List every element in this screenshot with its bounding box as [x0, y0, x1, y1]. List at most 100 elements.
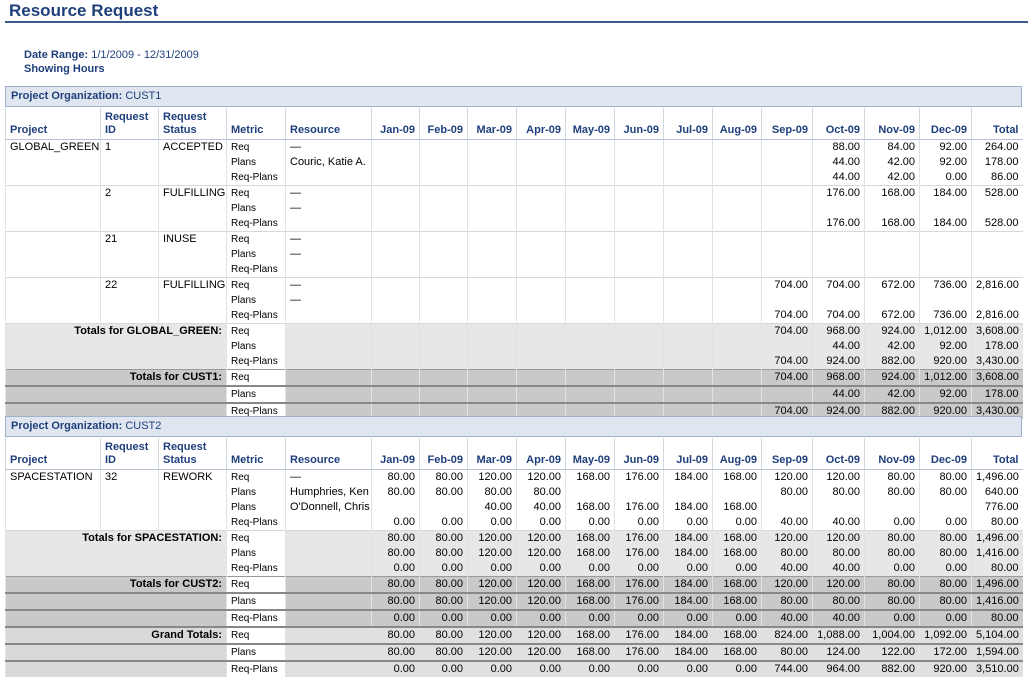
org-label: Project Organization: [11, 90, 123, 102]
org-totals-label: Totals for CUST1: [5, 369, 227, 386]
col-request-status[interactable]: Request Status [158, 108, 227, 140]
value-cell: 0.00 [419, 660, 468, 677]
col-month[interactable]: Jun-09 [614, 438, 664, 470]
value-cell [712, 262, 762, 278]
value-cell: 122.00 [864, 643, 920, 661]
value-cell [663, 262, 713, 278]
value-cell: 0.00 [663, 609, 713, 627]
col-request-id[interactable]: Request ID [100, 108, 159, 140]
col-metric[interactable]: Metric [226, 108, 286, 140]
resource-cell: — [285, 247, 372, 262]
col-month[interactable]: Jan-09 [371, 438, 420, 470]
resource-cell [285, 339, 372, 354]
col-month[interactable]: Nov-09 [864, 438, 920, 470]
col-month[interactable]: Jun-09 [614, 108, 664, 140]
value-cell [565, 139, 615, 155]
value-cell [614, 308, 664, 324]
request-id-cell [100, 262, 159, 278]
value-cell [864, 293, 920, 308]
value-cell: 1,004.00 [864, 626, 920, 644]
request-status-cell [158, 155, 227, 170]
value-cell: 924.00 [812, 354, 865, 370]
value-cell [467, 354, 517, 370]
value-cell [864, 201, 920, 216]
col-month[interactable]: Jan-09 [371, 108, 420, 140]
col-month[interactable]: Sep-09 [761, 438, 813, 470]
value-cell: 80.00 [419, 469, 468, 485]
metric-cell: Req [226, 277, 286, 293]
col-project[interactable]: Project [5, 108, 101, 140]
value-cell: 528.00 [971, 185, 1023, 201]
col-month[interactable]: Jul-09 [663, 438, 713, 470]
value-cell: 120.00 [516, 530, 566, 546]
value-cell: 176.00 [812, 216, 865, 232]
value-cell [419, 262, 468, 278]
value-cell [467, 262, 517, 278]
request-id-cell[interactable]: 2 [100, 185, 159, 201]
value-cell: 80.00 [919, 592, 972, 610]
value-cell: 1,012.00 [919, 369, 972, 386]
col-month[interactable]: Mar-09 [467, 438, 517, 470]
value-cell: 80.00 [761, 643, 813, 661]
request-id-cell[interactable]: 1 [100, 139, 159, 155]
col-month[interactable]: Sep-09 [761, 108, 813, 140]
resource-cell [285, 354, 372, 370]
col-month[interactable]: Oct-09 [812, 438, 865, 470]
col-resource[interactable]: Resource [285, 438, 372, 470]
value-cell: 184.00 [663, 626, 713, 644]
resource-cell [285, 643, 372, 661]
col-request-status[interactable]: Request Status [158, 438, 227, 470]
col-resource[interactable]: Resource [285, 108, 372, 140]
value-cell [663, 247, 713, 262]
metric-cell: Req [226, 369, 286, 386]
column-header-row: Project Request ID Request Status Metric Res… [5, 438, 1023, 470]
col-month[interactable]: Apr-09 [516, 108, 566, 140]
col-month[interactable]: Aug-09 [712, 108, 762, 140]
value-cell: 0.00 [467, 515, 517, 531]
value-cell: 80.00 [864, 546, 920, 561]
value-cell: 0.00 [419, 561, 468, 577]
col-month[interactable]: Feb-09 [419, 108, 468, 140]
value-cell: 2,816.00 [971, 277, 1023, 293]
date-range: Date Range: 1/1/2009 - 12/31/2009 [24, 48, 199, 62]
value-cell [663, 385, 713, 403]
value-cell: 704.00 [761, 308, 813, 324]
col-month[interactable]: Mar-09 [467, 108, 517, 140]
request-id-cell[interactable]: 21 [100, 231, 159, 247]
value-cell [761, 201, 813, 216]
col-month[interactable]: Apr-09 [516, 438, 566, 470]
request-id-cell[interactable]: 22 [100, 277, 159, 293]
value-cell: 0.00 [663, 515, 713, 531]
col-metric[interactable]: Metric [226, 438, 286, 470]
value-cell: 168.00 [565, 469, 615, 485]
col-month[interactable]: May-09 [565, 108, 615, 140]
col-month[interactable]: May-09 [565, 438, 615, 470]
col-project[interactable]: Project [5, 438, 101, 470]
col-month[interactable]: Dec-09 [919, 438, 972, 470]
project-cell [5, 170, 101, 186]
request-id-cell[interactable]: 32 [100, 469, 159, 485]
value-cell [761, 185, 813, 201]
col-request-id[interactable]: Request ID [100, 438, 159, 470]
col-month[interactable]: Dec-09 [919, 108, 972, 140]
value-cell [712, 139, 762, 155]
grand-totals-label [5, 660, 227, 677]
col-month[interactable]: Nov-09 [864, 108, 920, 140]
col-month[interactable]: Jul-09 [663, 108, 713, 140]
col-month[interactable]: Feb-09 [419, 438, 468, 470]
value-cell: 176.00 [614, 469, 664, 485]
value-cell: 80.00 [864, 530, 920, 546]
value-cell [971, 201, 1023, 216]
col-total[interactable]: Total [971, 108, 1023, 140]
value-cell [467, 308, 517, 324]
col-month[interactable]: Aug-09 [712, 438, 762, 470]
project-totals-label [5, 354, 227, 370]
col-month[interactable]: Oct-09 [812, 108, 865, 140]
value-cell: 80.00 [812, 592, 865, 610]
value-cell: 92.00 [919, 155, 972, 170]
value-cell: 176.00 [614, 500, 664, 515]
value-cell: 0.00 [614, 561, 664, 577]
value-cell [761, 155, 813, 170]
value-cell: 80.00 [971, 561, 1023, 577]
col-total[interactable]: Total [971, 438, 1023, 470]
